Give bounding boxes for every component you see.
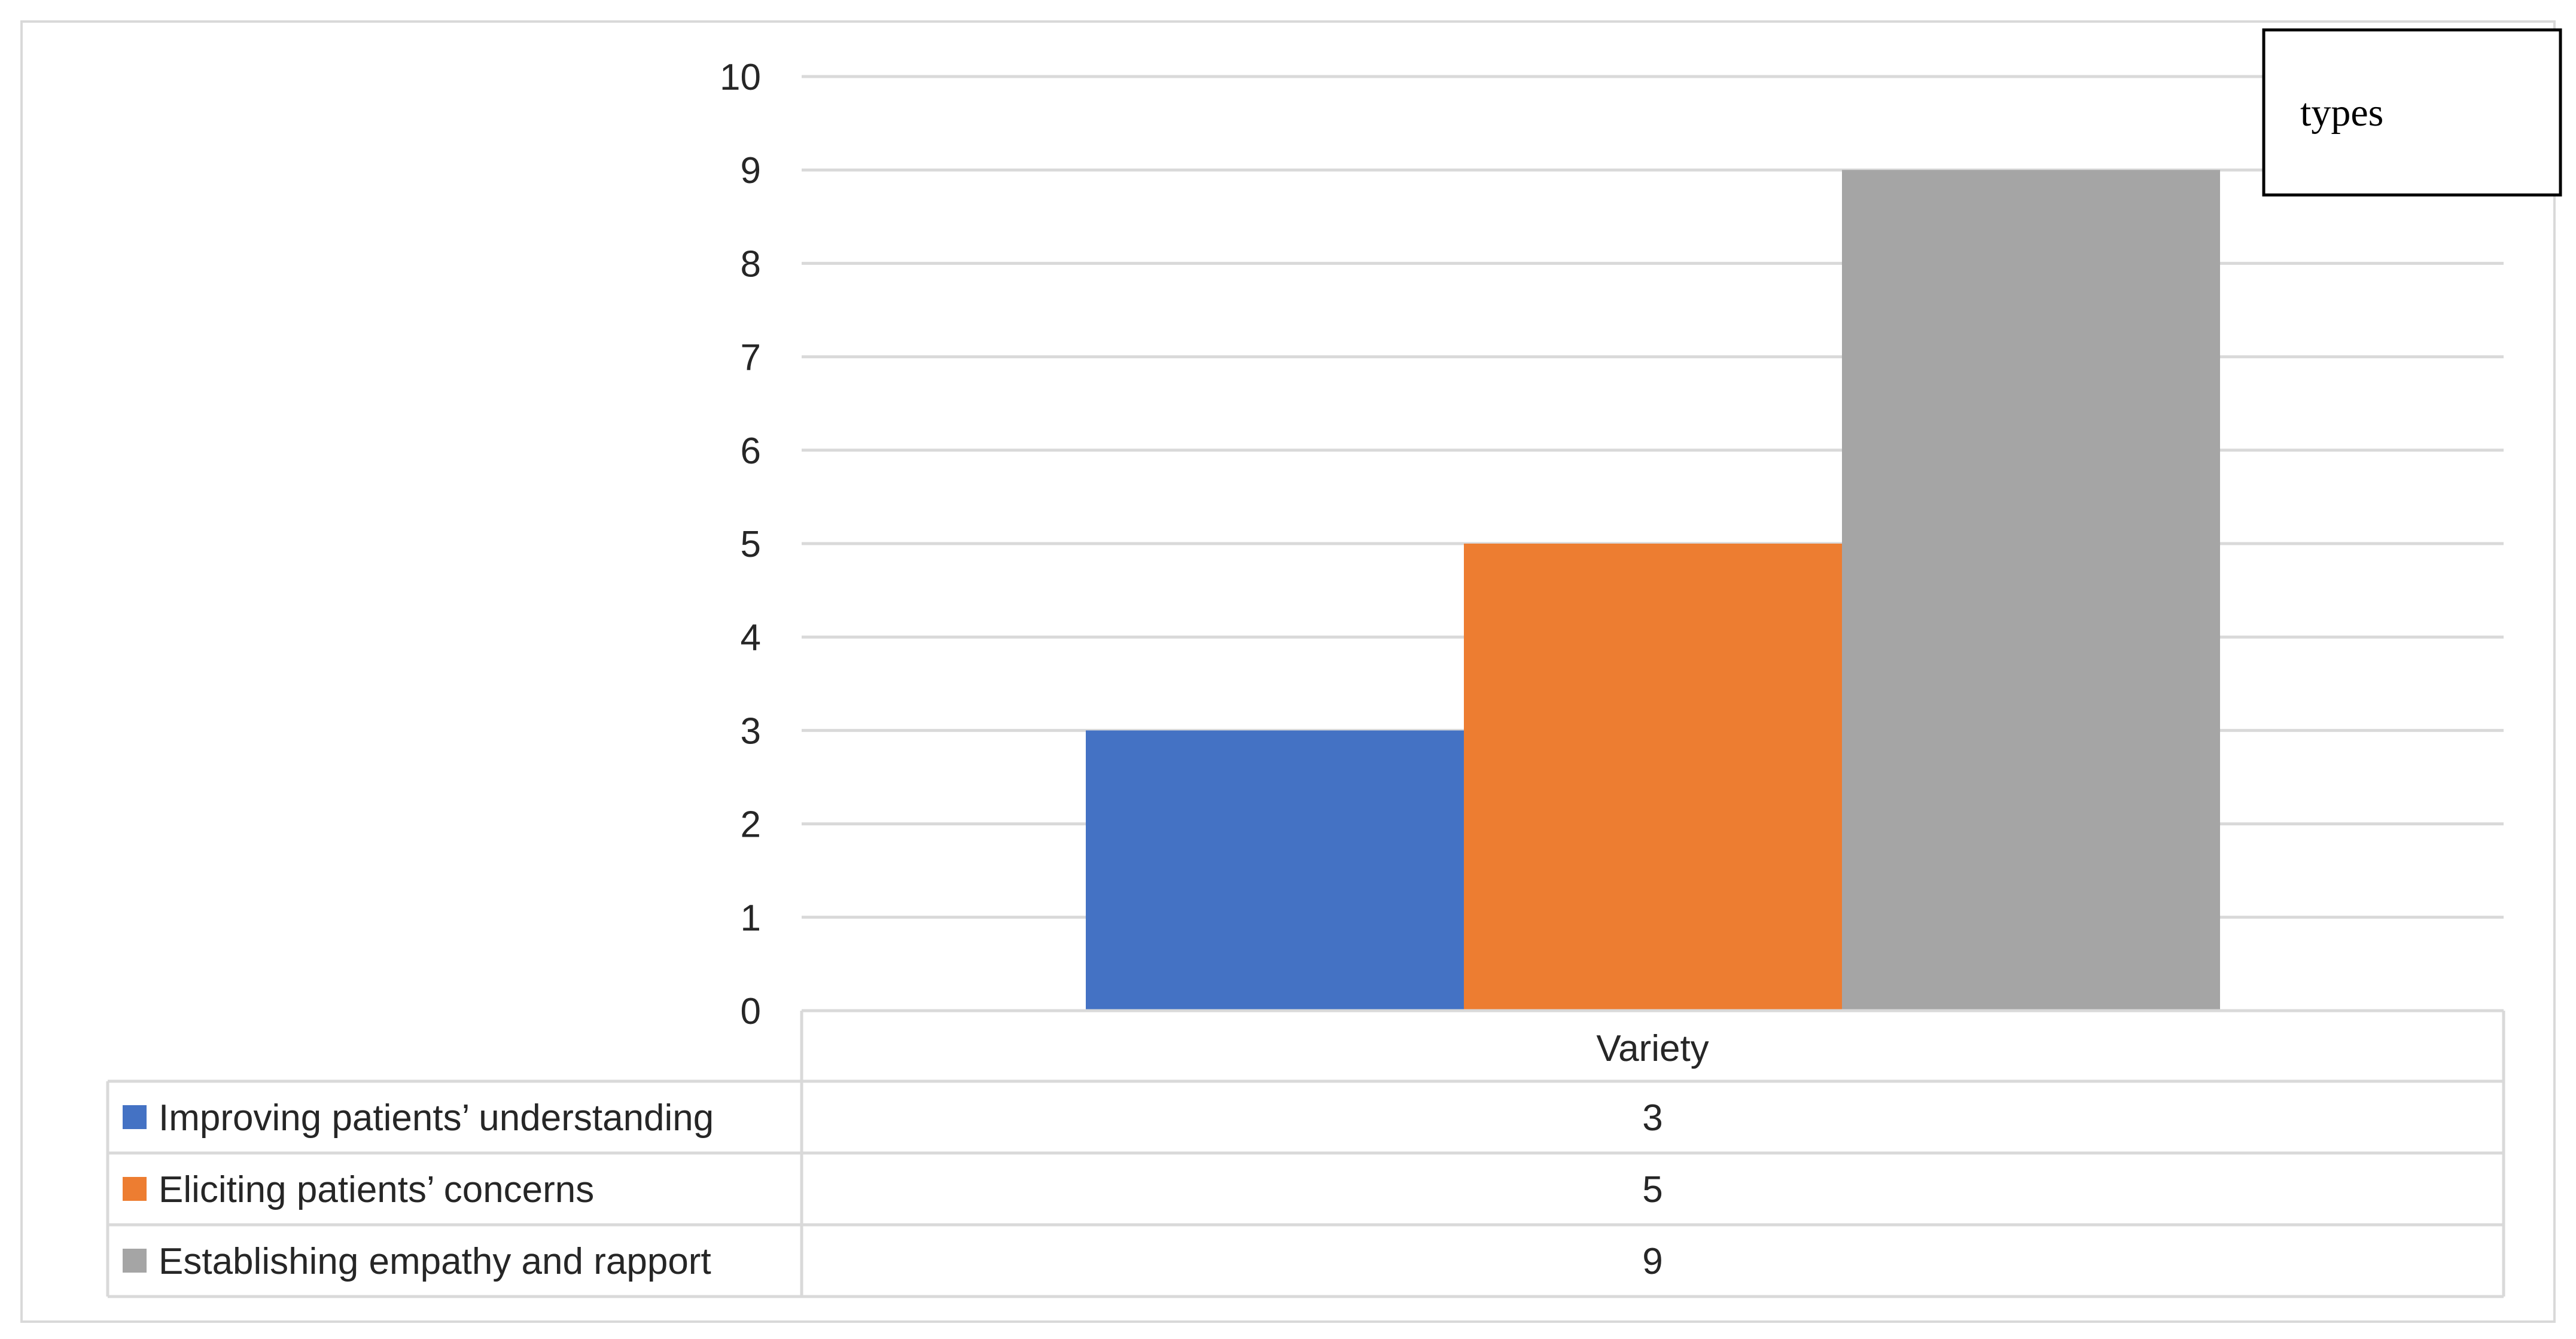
y-tick-label: 9 xyxy=(741,150,761,191)
bars xyxy=(1086,170,2220,1011)
y-tick-label: 8 xyxy=(741,243,761,285)
data-label: 9 xyxy=(1642,1241,1662,1282)
legend-swatch xyxy=(123,1105,147,1129)
annotation-text: types xyxy=(2300,91,2383,135)
bar xyxy=(1086,730,1464,1011)
legend-label: Eliciting patients’ concerns xyxy=(159,1169,594,1210)
bar xyxy=(1842,170,2220,1011)
y-tick-label: 5 xyxy=(741,524,761,565)
data-label: 5 xyxy=(1642,1169,1662,1210)
y-tick-label: 0 xyxy=(741,991,761,1032)
y-tick-label: 10 xyxy=(720,57,761,98)
legend-label: Improving patients’ understanding xyxy=(159,1097,714,1139)
x-category-label: Variety xyxy=(1596,1028,1709,1069)
data-table: Variety Improving patients’ understanding… xyxy=(106,1009,2505,1298)
annotation-box: types xyxy=(2262,28,2562,197)
y-tick-label: 3 xyxy=(741,710,761,752)
y-axis-ticks: 0 1 2 3 4 5 6 7 8 9 10 xyxy=(720,57,761,1032)
y-tick-label: 2 xyxy=(741,804,761,846)
data-label: 3 xyxy=(1642,1097,1662,1139)
legend-swatch xyxy=(123,1249,147,1273)
y-tick-label: 1 xyxy=(741,898,761,939)
y-tick-label: 4 xyxy=(741,617,761,658)
y-tick-label: 7 xyxy=(741,337,761,379)
legend-label: Establishing empathy and rapport xyxy=(159,1241,711,1282)
legend-swatch xyxy=(123,1177,147,1201)
y-tick-label: 6 xyxy=(741,431,761,472)
bar xyxy=(1464,544,1842,1011)
